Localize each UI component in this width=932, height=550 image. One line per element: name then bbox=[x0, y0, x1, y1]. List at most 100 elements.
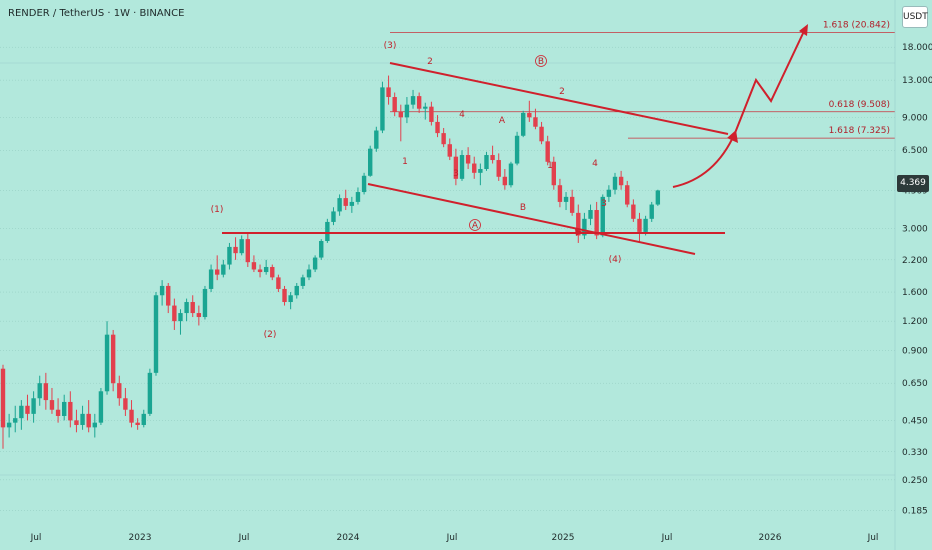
candle-body bbox=[172, 305, 177, 322]
candle-body bbox=[110, 334, 116, 384]
candle-body bbox=[349, 201, 355, 206]
candle-body bbox=[355, 192, 361, 202]
candle-body bbox=[129, 409, 134, 423]
candle-body bbox=[594, 210, 599, 236]
x-tick-label: 2024 bbox=[337, 533, 360, 543]
channel-lower-line bbox=[367, 183, 696, 255]
candle-body bbox=[306, 269, 312, 278]
candle-body bbox=[465, 155, 471, 164]
wave-minor-label: 3 bbox=[601, 199, 607, 209]
candle-body bbox=[514, 135, 520, 164]
y-tick-label: 6.500 bbox=[902, 146, 928, 156]
candle-body bbox=[478, 169, 483, 173]
candle-body bbox=[153, 295, 159, 373]
x-tick-label: 2026 bbox=[759, 533, 782, 543]
x-tick-label: Jul bbox=[661, 533, 673, 543]
candle-body bbox=[270, 266, 275, 278]
y-tick-label: 13.000 bbox=[902, 76, 932, 86]
grid-layer bbox=[0, 46, 895, 511]
currency-unit-button[interactable]: USDT bbox=[902, 6, 928, 28]
trendlines-layer bbox=[222, 24, 808, 255]
candle-body bbox=[472, 163, 477, 173]
candle-body bbox=[166, 285, 171, 306]
candle-body bbox=[282, 288, 287, 303]
candle-body bbox=[233, 246, 238, 254]
candle-body bbox=[563, 196, 569, 202]
candle-body bbox=[569, 196, 575, 213]
candle-body bbox=[263, 266, 269, 273]
candle-body bbox=[655, 190, 661, 205]
fib-label: 1.618 (20.842) bbox=[823, 20, 890, 30]
candle-body bbox=[294, 285, 299, 296]
candle-body bbox=[386, 87, 391, 98]
candle-body bbox=[502, 176, 508, 186]
candle-body bbox=[368, 148, 373, 176]
candle-body bbox=[625, 185, 630, 205]
candle-body bbox=[319, 241, 324, 258]
candle-body bbox=[80, 413, 85, 425]
candle-body bbox=[98, 391, 104, 423]
candle-body bbox=[453, 156, 459, 179]
candle-body bbox=[13, 418, 18, 423]
x-tick-label: 2023 bbox=[129, 533, 152, 543]
candle-body bbox=[141, 413, 146, 425]
y-tick-label: 0.650 bbox=[902, 379, 928, 389]
candle-body bbox=[380, 87, 385, 131]
y-tick-label: 18.000 bbox=[902, 43, 932, 53]
candle-body bbox=[637, 218, 642, 232]
candle-body bbox=[147, 372, 153, 414]
candle-body bbox=[208, 269, 214, 289]
candle-body bbox=[196, 313, 202, 318]
candle-body bbox=[423, 106, 428, 109]
y-tick-label: 0.250 bbox=[902, 476, 928, 486]
candle-body bbox=[43, 383, 49, 401]
wave-minor-label: 4 bbox=[592, 159, 598, 169]
last-price-tag: 4.369 bbox=[897, 175, 929, 192]
candle-body bbox=[74, 420, 79, 425]
candle-body bbox=[576, 212, 581, 236]
projection-arrow-2 bbox=[799, 24, 808, 36]
candle-body bbox=[533, 117, 538, 127]
candle-body bbox=[600, 196, 605, 236]
wave-abc-label: A bbox=[472, 221, 479, 231]
candle-body bbox=[190, 302, 195, 314]
candle-body bbox=[557, 185, 563, 202]
candle-body bbox=[545, 141, 550, 162]
fib-label: 0.618 (9.508) bbox=[829, 100, 890, 110]
y-axis: 18.000 13.000 9.000 6.500 4.369 3.000 2.200 1.6… bbox=[894, 0, 932, 550]
candle-body bbox=[312, 257, 318, 270]
candle-body bbox=[135, 422, 140, 425]
candle-body bbox=[19, 405, 24, 419]
candle-body bbox=[343, 198, 348, 206]
candle-body bbox=[25, 405, 30, 414]
y-tick-label: 0.330 bbox=[902, 448, 928, 458]
candle-body bbox=[631, 204, 636, 219]
candle-body bbox=[62, 401, 67, 416]
candle-body bbox=[539, 126, 544, 142]
candle-body bbox=[117, 383, 122, 399]
candle-body bbox=[588, 210, 593, 219]
candle-body bbox=[227, 246, 232, 265]
y-tick-label: 3.000 bbox=[902, 224, 928, 234]
wave-circle-marker bbox=[535, 55, 547, 67]
y-tick-label: 0.900 bbox=[902, 346, 928, 356]
wave-minor-label: 2 bbox=[427, 57, 433, 67]
fib-label: 1.618 (7.325) bbox=[829, 126, 890, 136]
x-tick-label: Jul bbox=[30, 533, 42, 543]
candle-body bbox=[184, 302, 189, 314]
candle-body bbox=[392, 97, 397, 112]
candle-body bbox=[49, 400, 55, 410]
x-tick-label: 2025 bbox=[552, 533, 575, 543]
candle-body bbox=[239, 239, 244, 254]
candle-body bbox=[361, 175, 367, 193]
candle-body bbox=[123, 398, 128, 410]
wave-major-label: (2) bbox=[264, 330, 277, 340]
candle-body bbox=[178, 313, 183, 322]
candle-body bbox=[527, 112, 532, 118]
candle-body bbox=[331, 211, 336, 222]
candle-body bbox=[37, 383, 42, 399]
candle-body bbox=[582, 218, 587, 236]
wave-major-label: (4) bbox=[609, 255, 622, 265]
candle-body bbox=[300, 277, 306, 286]
